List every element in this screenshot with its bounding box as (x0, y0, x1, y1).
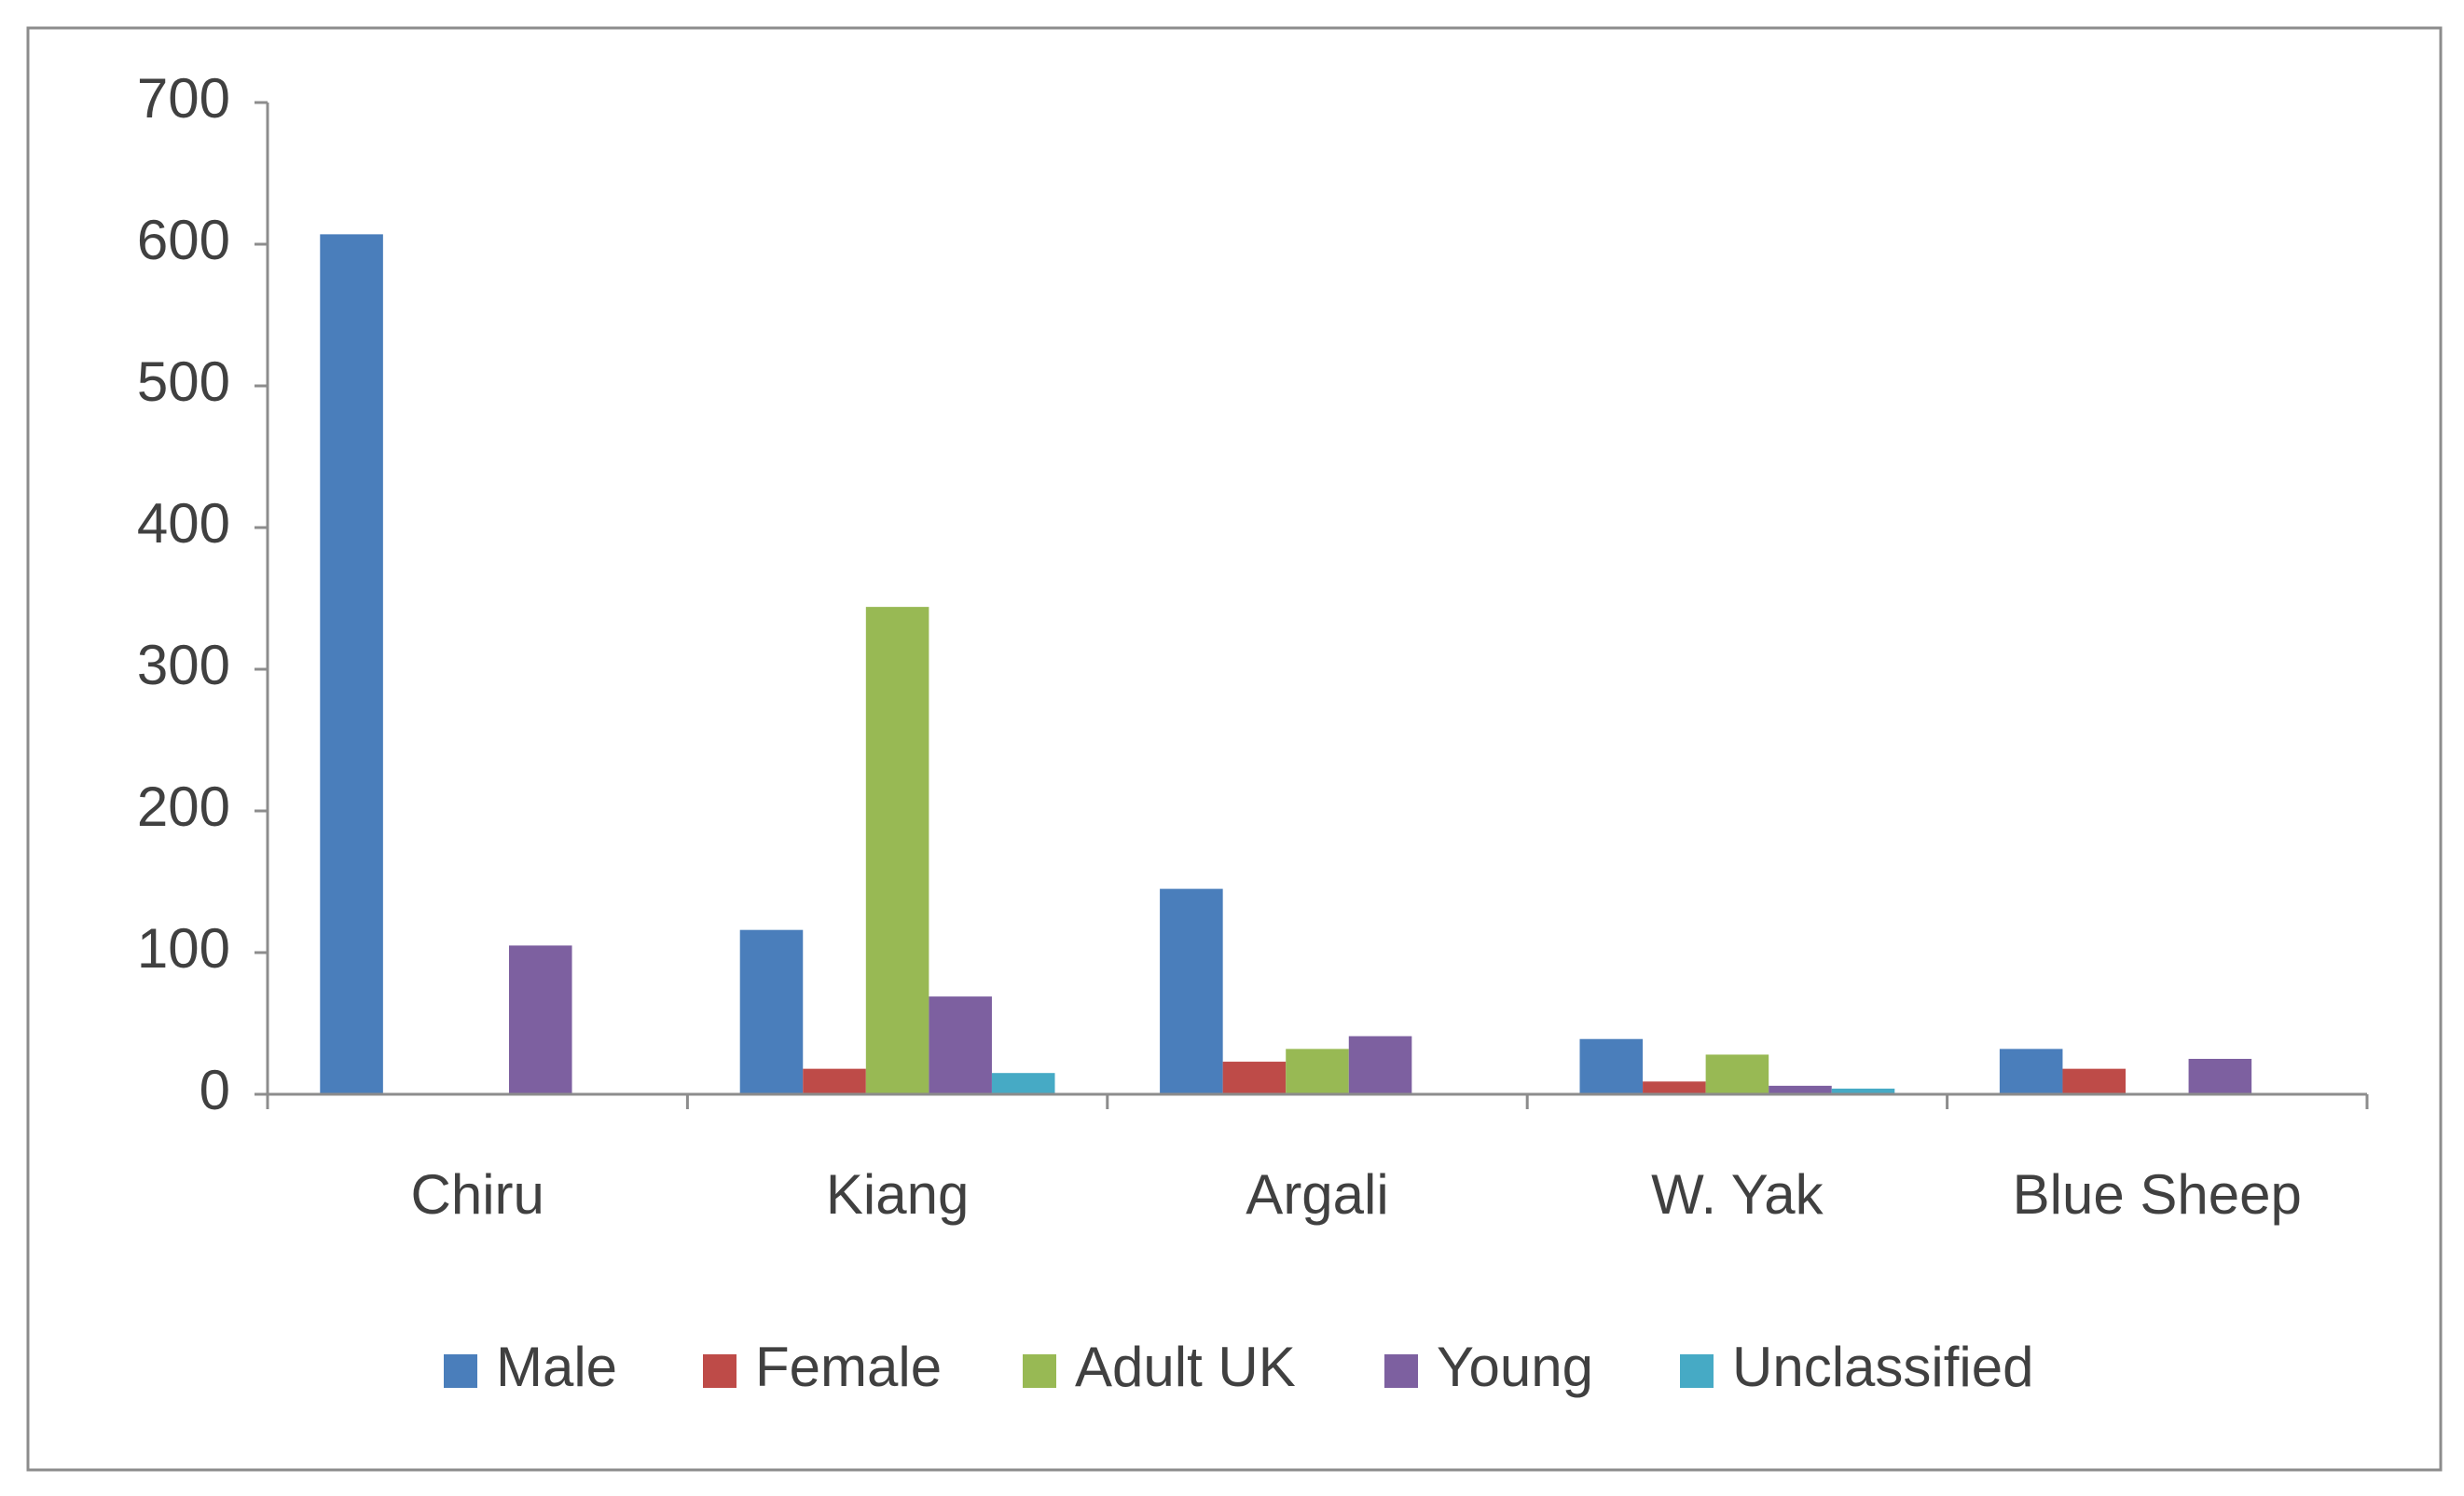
bar (1222, 1062, 1287, 1094)
bar (1348, 1036, 1412, 1094)
legend-swatch (703, 1354, 736, 1388)
x-tick-label: Kiang (826, 1163, 969, 1226)
x-tick-label: W. Yak (1651, 1163, 1824, 1226)
bar (1643, 1081, 1706, 1094)
bar (929, 996, 992, 1094)
bar (991, 1073, 1055, 1094)
bar (803, 1068, 866, 1094)
bar (739, 929, 804, 1094)
x-tick-label: Chiru (411, 1163, 544, 1226)
bar (1999, 1049, 2063, 1094)
chart-border (26, 26, 2443, 1472)
bar (1579, 1038, 1644, 1094)
bar (1831, 1088, 1895, 1094)
bar (1705, 1054, 1769, 1094)
legend-swatch (1023, 1354, 1056, 1388)
legend-label: Male (496, 1336, 617, 1398)
y-tick-label: 0 (200, 1059, 230, 1121)
y-tick-label: 300 (137, 634, 230, 696)
bar (865, 607, 929, 1094)
legend-label: Female (755, 1336, 942, 1398)
legend-swatch (1384, 1354, 1418, 1388)
bar (1286, 1049, 1349, 1094)
legend-swatch (1680, 1354, 1714, 1388)
y-tick-label: 400 (137, 492, 230, 555)
bar (320, 234, 383, 1095)
bar (1160, 888, 1223, 1094)
legend-label: Unclassified (1732, 1336, 2033, 1398)
x-tick-label: Argali (1246, 1163, 1388, 1226)
bar (2188, 1059, 2252, 1094)
x-tick-label: Blue Sheep (2013, 1163, 2302, 1226)
bar (508, 945, 572, 1094)
legend-swatch (444, 1354, 477, 1388)
bar (2062, 1068, 2127, 1094)
y-tick-label: 100 (137, 917, 230, 980)
y-tick-label: 600 (137, 209, 230, 271)
y-tick-label: 200 (137, 775, 230, 838)
y-tick-label: 700 (137, 67, 230, 130)
y-tick-label: 500 (137, 350, 230, 413)
legend-label: Adult UK (1075, 1336, 1296, 1398)
bar (1769, 1085, 1832, 1094)
legend-label: Young (1437, 1336, 1593, 1398)
